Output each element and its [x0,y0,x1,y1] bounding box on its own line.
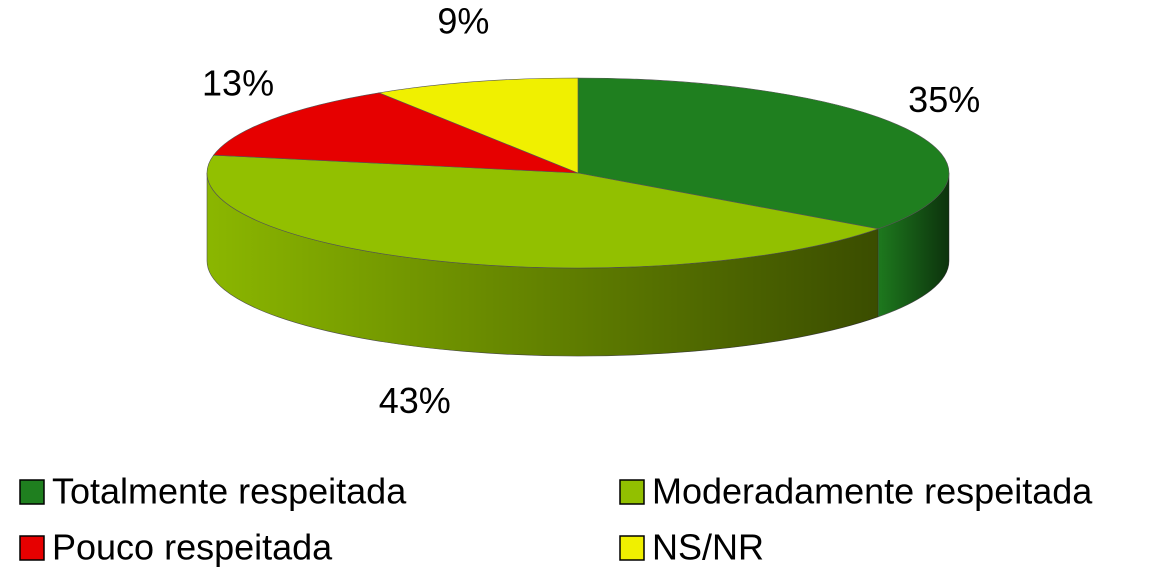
legend-swatch [619,535,645,561]
data-label: 43% [379,380,451,421]
pie-sides [206,172,950,357]
pie-slice [206,154,880,269]
data-label: 35% [908,79,980,120]
legend-swatch [619,479,645,505]
data-label: 9% [437,1,489,42]
pie-side-shade [878,173,949,317]
legend-swatch [19,535,45,561]
labels: 35% 43% 13% 9% [202,1,980,421]
legend-label: NS/NR [652,527,764,568]
pie-tops [206,77,950,269]
pie-slice [577,77,950,230]
pie-slice [378,77,579,174]
legend-label: Pouco respeitada [52,527,333,568]
pie-side-shade [207,173,879,356]
legend: Totalmente respeitada Moderadamente respe… [19,471,1093,568]
legend-swatch [19,479,45,505]
pie-slice [212,92,579,174]
data-label: 13% [202,62,274,103]
legend-label: Totalmente respeitada [52,471,407,512]
legend-label: Moderadamente respeitada [652,471,1093,512]
